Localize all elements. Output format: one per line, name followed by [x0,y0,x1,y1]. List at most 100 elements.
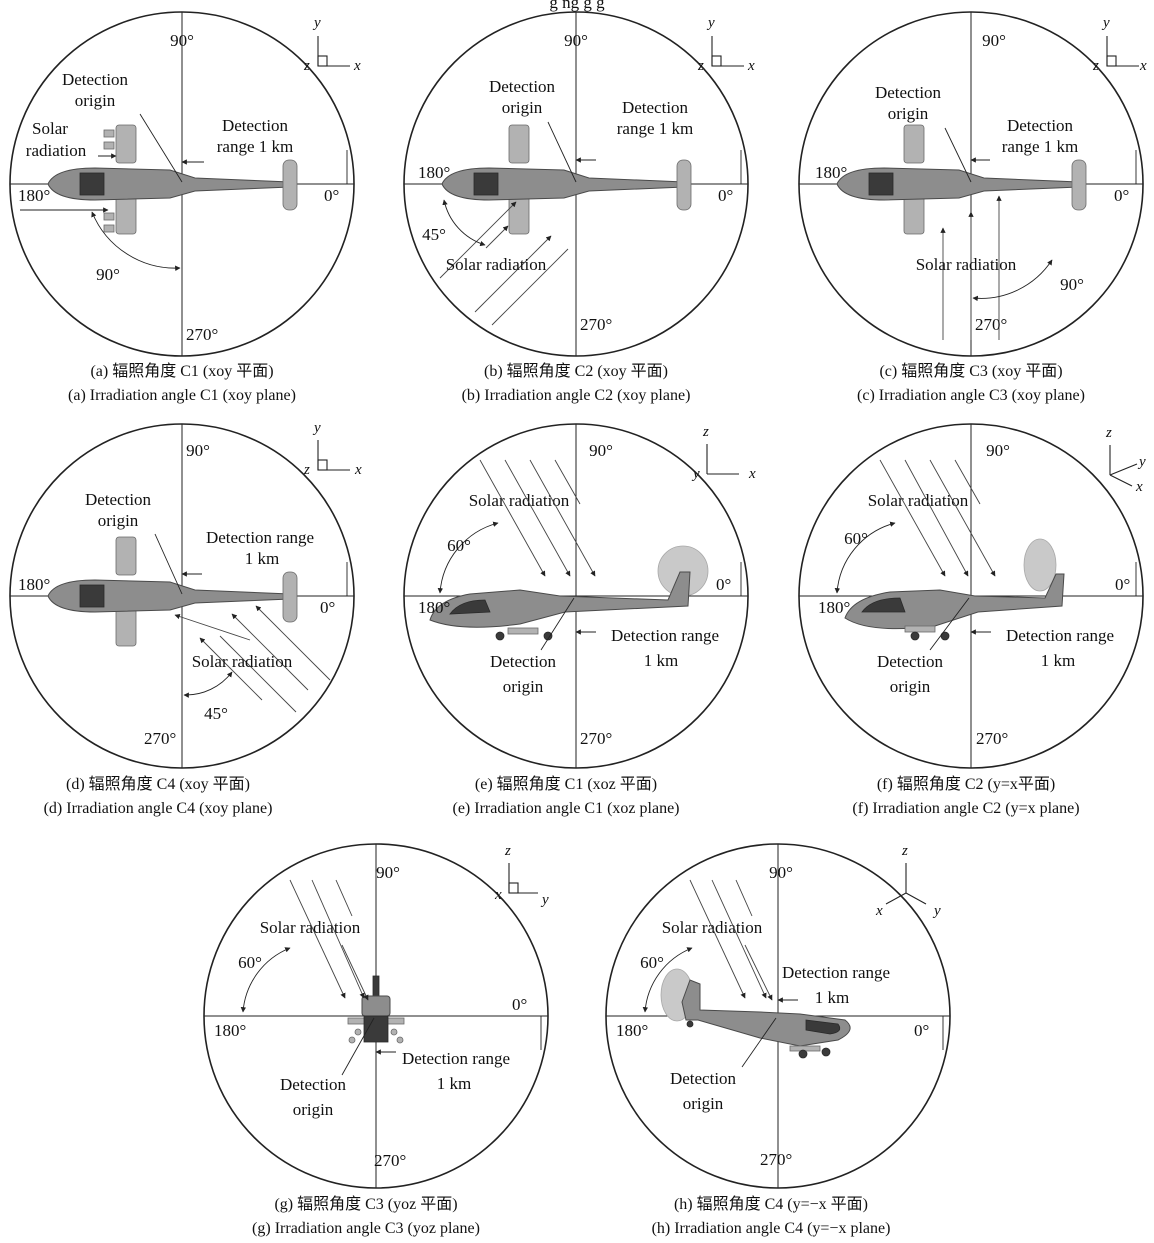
solar-ray-5 [174,613,251,641]
angle-45-annot: 45° [422,225,446,244]
pod-1 [354,1028,362,1036]
axis-y-label: y [932,903,941,919]
detection-label: Detection [670,1069,737,1088]
angle-60-annot: 60° [844,529,868,548]
detection-label: Detection [62,70,129,89]
landing-wheel-1 [495,631,505,641]
angle-0-label: 0° [1114,186,1129,205]
solar-ray-1 [879,459,946,577]
angle-90-label: 90° [376,863,400,882]
angle-180-label: 180° [418,163,450,182]
tail-fin [282,571,298,623]
cockpit [79,584,105,608]
angle-arc [91,211,181,271]
axis-z-label: z [901,843,908,859]
panel-h: 90° 180° 0° 270° Solar radiation 60° Det… [605,843,951,1237]
origin-label: origin [98,511,139,530]
angle-270-label: 270° [144,729,176,748]
cockpit [868,172,894,196]
angle-0-label: 0° [1115,575,1130,594]
caption-en: (e) Irradiation angle C1 (xoz plane) [452,800,679,817]
axis-z-label: z [697,58,704,74]
axis-triad: y x z [1092,15,1147,74]
solar-ray-2 [491,248,569,326]
stub-wing-lower [115,195,137,235]
triad-square [508,882,519,894]
axis-y-label: y [1101,15,1110,31]
origin-leader [154,533,183,595]
origin-label: origin [293,1100,334,1119]
axis-triad: y x z [303,420,362,478]
triad-square [711,55,722,67]
triad-square [317,55,328,67]
weapon-pod [507,627,539,635]
angle-0-label: 0° [320,598,335,617]
panel-e: 90° 180° 0° 270° Solar radiation 60° Det… [403,423,756,817]
axis-x-label: x [354,462,362,478]
solar-radiation-label: Solar radiation [469,491,570,510]
fuselage [429,571,691,628]
solar-ray-4 [744,944,773,1001]
solar-radiation-label: Solar radiation [446,255,547,274]
detection-label: Detection [489,77,556,96]
axis-x-label: x [353,58,361,74]
axis-x-label: x [748,466,756,482]
axis-x-label: x [494,887,502,903]
stub-wing-lower [903,195,925,235]
solar-ray-1 [289,879,346,999]
axis-z-label: z [702,424,709,440]
pod-4 [103,224,115,233]
axis-triad: y x z [697,15,755,74]
pod-3 [103,212,115,221]
tail-rotor-disc [1023,538,1057,592]
axis-z-label: z [1105,425,1112,441]
solar-radiation-label: Solar radiation [260,918,361,937]
axis-z-label: z [303,58,310,74]
one-km-label: 1 km [644,651,678,670]
angle-180-label: 180° [18,186,50,205]
axis-z-label: z [1092,58,1099,74]
detection-range-label: Detection range [611,626,719,645]
helicopter-top-view [441,124,692,235]
helicopter-side-view [429,545,709,641]
cockpit-glass [805,1019,841,1035]
caption-cn: (c) 辐照角度 C3 (xoy 平面) [879,362,1062,380]
solar-ray-3 [529,459,596,577]
caption-cn: (g) 辐照角度 C3 (yoz 平面) [274,1195,457,1213]
triad-x-line [1109,474,1133,487]
axis-y-label: y [312,420,321,436]
caption-en: (h) Irradiation angle C4 (y=−x plane) [652,1220,891,1237]
angle-90-label: 90° [769,863,793,882]
caption-cn: (b) 辐照角度 C2 (xoy 平面) [484,362,668,380]
axis-triad: z x y [691,424,756,482]
angle-60-annot: 60° [447,536,471,555]
angle-0-label: 0° [718,186,733,205]
solar-ray-2 [504,459,571,577]
caption-cn: (e) 辐照角度 C1 (xoz 平面) [475,775,657,793]
solar-radiation-label: Solar radiation [868,491,969,510]
helicopter-front-view [347,975,405,1044]
axis-x-label: x [1139,58,1147,74]
angle-90-label: 90° [170,31,194,50]
cockpit [79,172,105,196]
triad-square [1106,55,1117,67]
weapon-pod [904,625,936,633]
caption-cn: (h) 辐照角度 C4 (y=−x 平面) [674,1195,868,1213]
detection-range-label: Detection range [1006,626,1114,645]
figure-header-fragment: g ng g g [549,0,605,12]
solar-ray-4 [954,459,981,505]
solar-radiation-label: Solar radiation [192,652,293,671]
tail-fin [676,159,692,211]
helicopter-top-view [47,536,298,647]
caption-en: (g) Irradiation angle C3 (yoz plane) [252,1220,480,1237]
angle-270-label: 270° [760,1150,792,1169]
solar-ray-1 [199,637,263,701]
angle-180-label: 180° [418,598,450,617]
solar-ray-3 [735,879,753,917]
landing-wheel-2 [543,631,553,641]
axis-x-label: x [747,58,755,74]
triad-y-line [905,892,927,905]
solar-ray-3 [929,459,996,577]
one-km-label: 1 km [437,1074,471,1093]
